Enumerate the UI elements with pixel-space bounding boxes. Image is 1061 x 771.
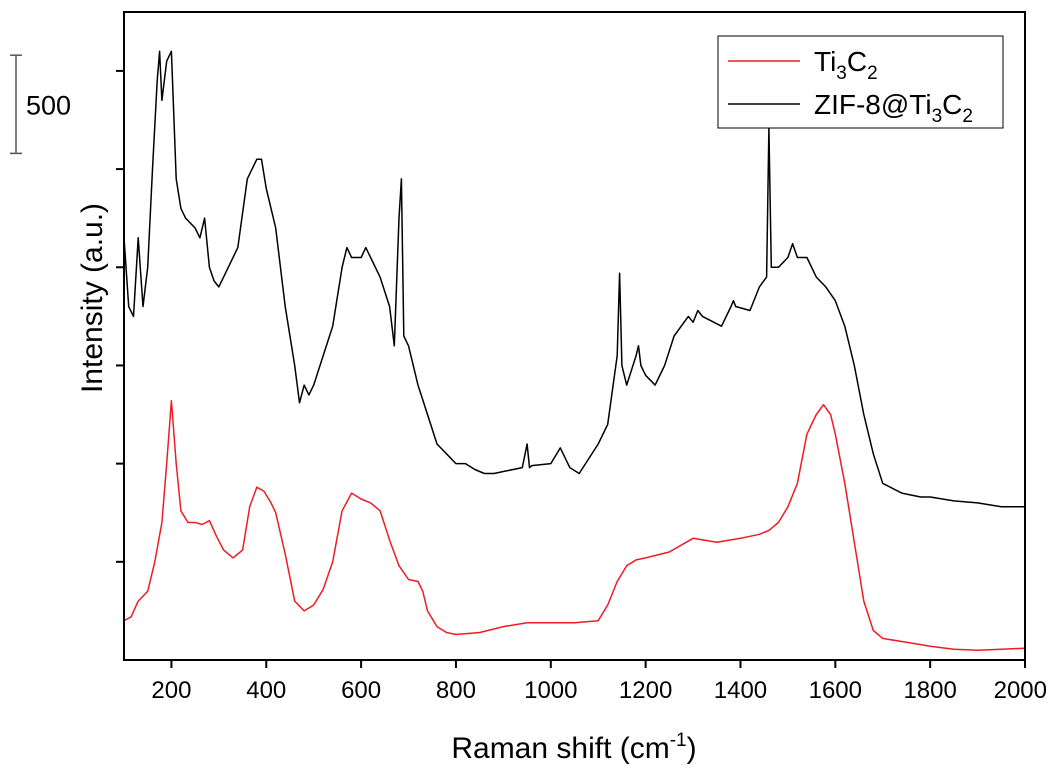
scale-bar: 500	[10, 54, 71, 155]
y-axis-label: Intensity (a.u.)	[76, 203, 109, 393]
x-axis-label: Raman shift (cm-1)	[451, 730, 696, 765]
x-tick-label: 1600	[809, 677, 862, 704]
plot-frame	[123, 11, 1026, 661]
plot-lines	[123, 50, 1026, 651]
x-tick-label: 1200	[619, 677, 672, 704]
scale-bar-label: 500	[26, 90, 71, 120]
legend-label-zif8-ti3c2: ZIF-8@Ti3C2	[814, 89, 973, 127]
x-tick-label: 1800	[903, 677, 956, 704]
x-tick-label: 400	[246, 677, 286, 704]
legend: Ti3C2 ZIF-8@Ti3C2	[717, 35, 1004, 129]
series-line-zif8-ti3c2	[123, 50, 1025, 508]
x-axis: 200 400 600 800 1000 1200 1400 1600 1800 2000	[151, 660, 1047, 704]
y-axis	[116, 69, 124, 563]
legend-label-ti3c2: Ti3C2	[814, 46, 878, 84]
x-tick-label: 1000	[524, 677, 577, 704]
x-tick-label: 800	[436, 677, 476, 704]
series-line-ti3c2	[123, 400, 1026, 651]
x-tick-label: 600	[341, 677, 381, 704]
x-tick-label: 1400	[714, 677, 767, 704]
x-tick-label: 2000	[994, 677, 1047, 704]
legend-box	[717, 35, 1004, 129]
x-tick-label: 200	[151, 677, 191, 704]
